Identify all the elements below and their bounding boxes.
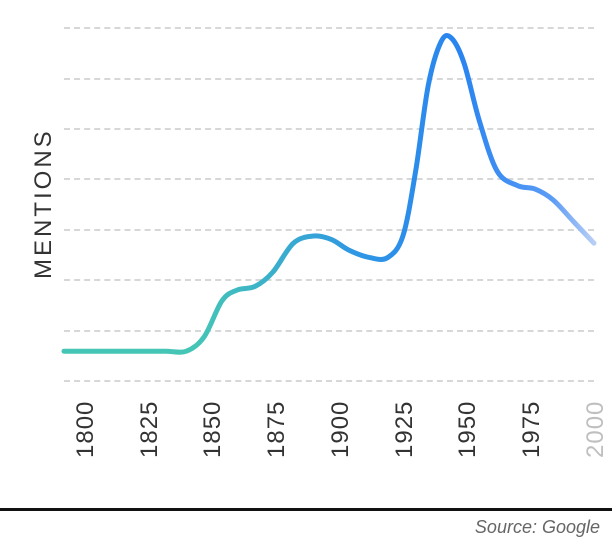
footer-separator — [0, 508, 612, 511]
mentions-chart: MENTIONS 1800 1825 1850 1875 1900 1925 1950 197… — [0, 0, 612, 544]
x-tick-label: 1850 — [199, 401, 227, 458]
y-axis-label: MENTIONS — [30, 129, 58, 280]
x-tick-label: 2000 — [582, 401, 610, 458]
x-tick-label: 1975 — [518, 401, 546, 458]
source-attribution: Source: Google — [475, 517, 600, 538]
gridline — [64, 380, 594, 382]
x-tick-label: 1825 — [136, 401, 164, 458]
line-series — [64, 20, 594, 380]
x-tick-label: 1900 — [327, 401, 355, 458]
x-tick-label: 1875 — [263, 401, 291, 458]
x-tick-label: 1925 — [391, 401, 419, 458]
x-tick-label: 1800 — [72, 401, 100, 458]
x-tick-label: 1950 — [454, 401, 482, 458]
